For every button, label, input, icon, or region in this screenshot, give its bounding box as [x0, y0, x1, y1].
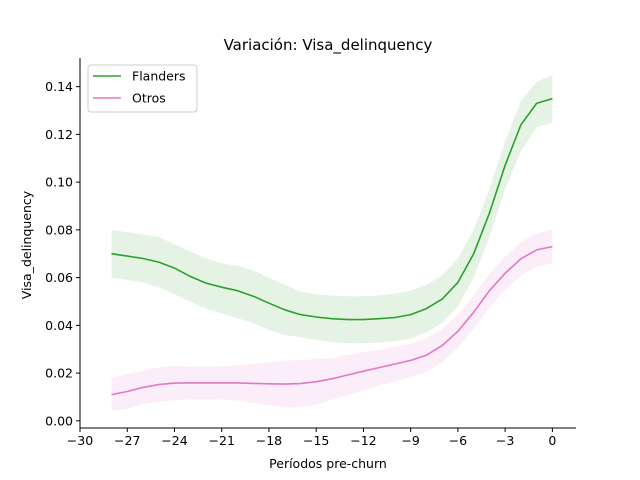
axes: [79, 58, 576, 429]
y-tick-label: 0.00: [45, 413, 73, 428]
x-tick-label: 0: [548, 433, 556, 448]
x-axis-ticks: −30 −27 −24 −21 −18 −15 −12 −9 −6 −3 0: [67, 428, 556, 448]
confidence-bands: [111, 74, 553, 412]
line-otros: [111, 245, 553, 396]
y-axis-ticks: 0.00 0.02 0.04 0.06 0.08 0.10 0.12 0.14: [45, 79, 80, 428]
x-tick-label: −15: [303, 433, 329, 448]
x-tick-label: −24: [161, 433, 187, 448]
x-tick-label: −3: [496, 433, 514, 448]
legend-label: Otros: [132, 91, 166, 106]
y-axis-title: Visa_delinquency: [19, 190, 34, 299]
legend: Flanders Otros: [87, 64, 198, 113]
series-lines: [111, 97, 553, 396]
y-tick-label: 0.04: [45, 318, 73, 333]
x-axis-title: Períodos pre-churn: [269, 456, 387, 471]
x-tick-label: −12: [350, 433, 376, 448]
y-tick-label: 0.06: [45, 270, 73, 285]
x-tick-label: −9: [401, 433, 419, 448]
y-tick-label: 0.10: [45, 175, 73, 190]
chart-title: Variación: Visa_delinquency: [224, 36, 433, 55]
x-tick-label: −30: [67, 433, 93, 448]
x-tick-label: −6: [449, 433, 467, 448]
x-tick-label: −21: [209, 433, 235, 448]
band-otros: [111, 229, 553, 412]
x-tick-label: −18: [256, 433, 282, 448]
y-tick-label: 0.12: [45, 127, 73, 142]
y-tick-label: 0.02: [45, 366, 73, 381]
line-flanders: [111, 97, 553, 321]
x-tick-label: −27: [114, 433, 140, 448]
y-tick-label: 0.08: [45, 222, 73, 237]
band-flanders: [111, 74, 553, 344]
y-tick-label: 0.14: [45, 79, 73, 94]
legend-label: Flanders: [132, 69, 186, 84]
